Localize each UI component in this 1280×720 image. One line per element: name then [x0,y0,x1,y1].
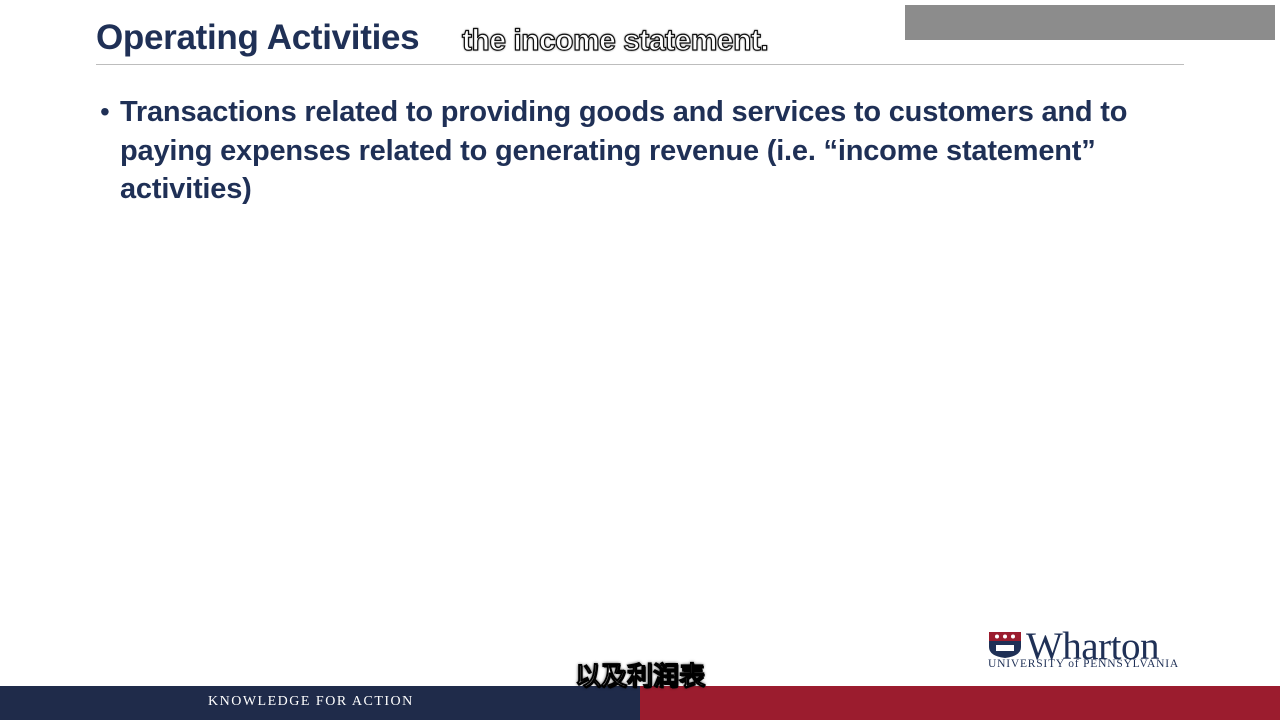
wharton-logo: Wharton UNIVERSITY of PENNSYLVANIA [988,625,1192,674]
logo-wordmark: Wharton [1026,625,1159,668]
shield-icon [989,632,1021,658]
footer-navy-band [0,686,640,720]
bullet-text: Transactions related to providing goods … [120,96,1128,205]
subtitle-caption-chinese: 以及利润表 [574,662,705,693]
bullet-dot-icon: • [100,96,110,127]
title-divider [96,64,1184,65]
bullet-item: • Transactions related to providing good… [100,93,1160,209]
subtitle-caption-english: the income statement. [461,23,769,57]
footer-tagline: KNOWLEDGE FOR ACTION [208,694,414,709]
footer-red-band [640,686,1280,720]
slide-title: Operating Activities [96,18,420,57]
logo-university-line: UNIVERSITY of PENNSYLVANIA [988,658,1179,670]
watermark-box [905,5,1275,40]
